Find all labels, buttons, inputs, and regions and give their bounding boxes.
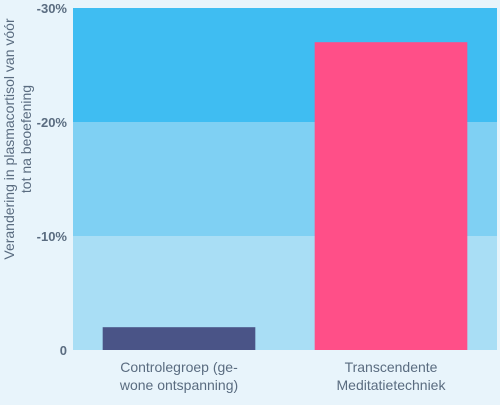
x-category-label-line: Transcendente (345, 359, 438, 375)
y-axis-ticks: 0 -10% -20% -30% (37, 1, 68, 358)
x-category-label: Controlegroep (ge-wone ontspanning) (119, 359, 238, 393)
bar-1 (102, 327, 256, 350)
x-category-label: Transcendente Meditatietechniek (337, 359, 447, 393)
x-category-label-line: wone ontspanning) (119, 377, 238, 393)
y-axis-label-line: Verandering in plasmacortisol van vóór (1, 18, 17, 260)
y-tick-label: -10% (37, 229, 68, 244)
y-axis-label-text: Verandering in plasmacortisol van vóórto… (1, 18, 34, 260)
y-axis-label-line: tot na beoefening (18, 85, 34, 193)
bar-2 (314, 42, 468, 350)
x-category-label-line: Controlegroep (ge- (120, 359, 238, 375)
y-axis-label: Verandering in plasmacortisol van vóórto… (1, 18, 34, 260)
x-axis-ticks: Controlegroep (ge-wone ontspanning) Trans… (119, 359, 447, 393)
x-category-label-line: Meditatietechniek (337, 377, 447, 393)
bars (102, 42, 468, 350)
y-tick-label: -20% (37, 115, 68, 130)
y-tick-label: -30% (37, 1, 68, 16)
y-tick-label: 0 (60, 343, 67, 358)
